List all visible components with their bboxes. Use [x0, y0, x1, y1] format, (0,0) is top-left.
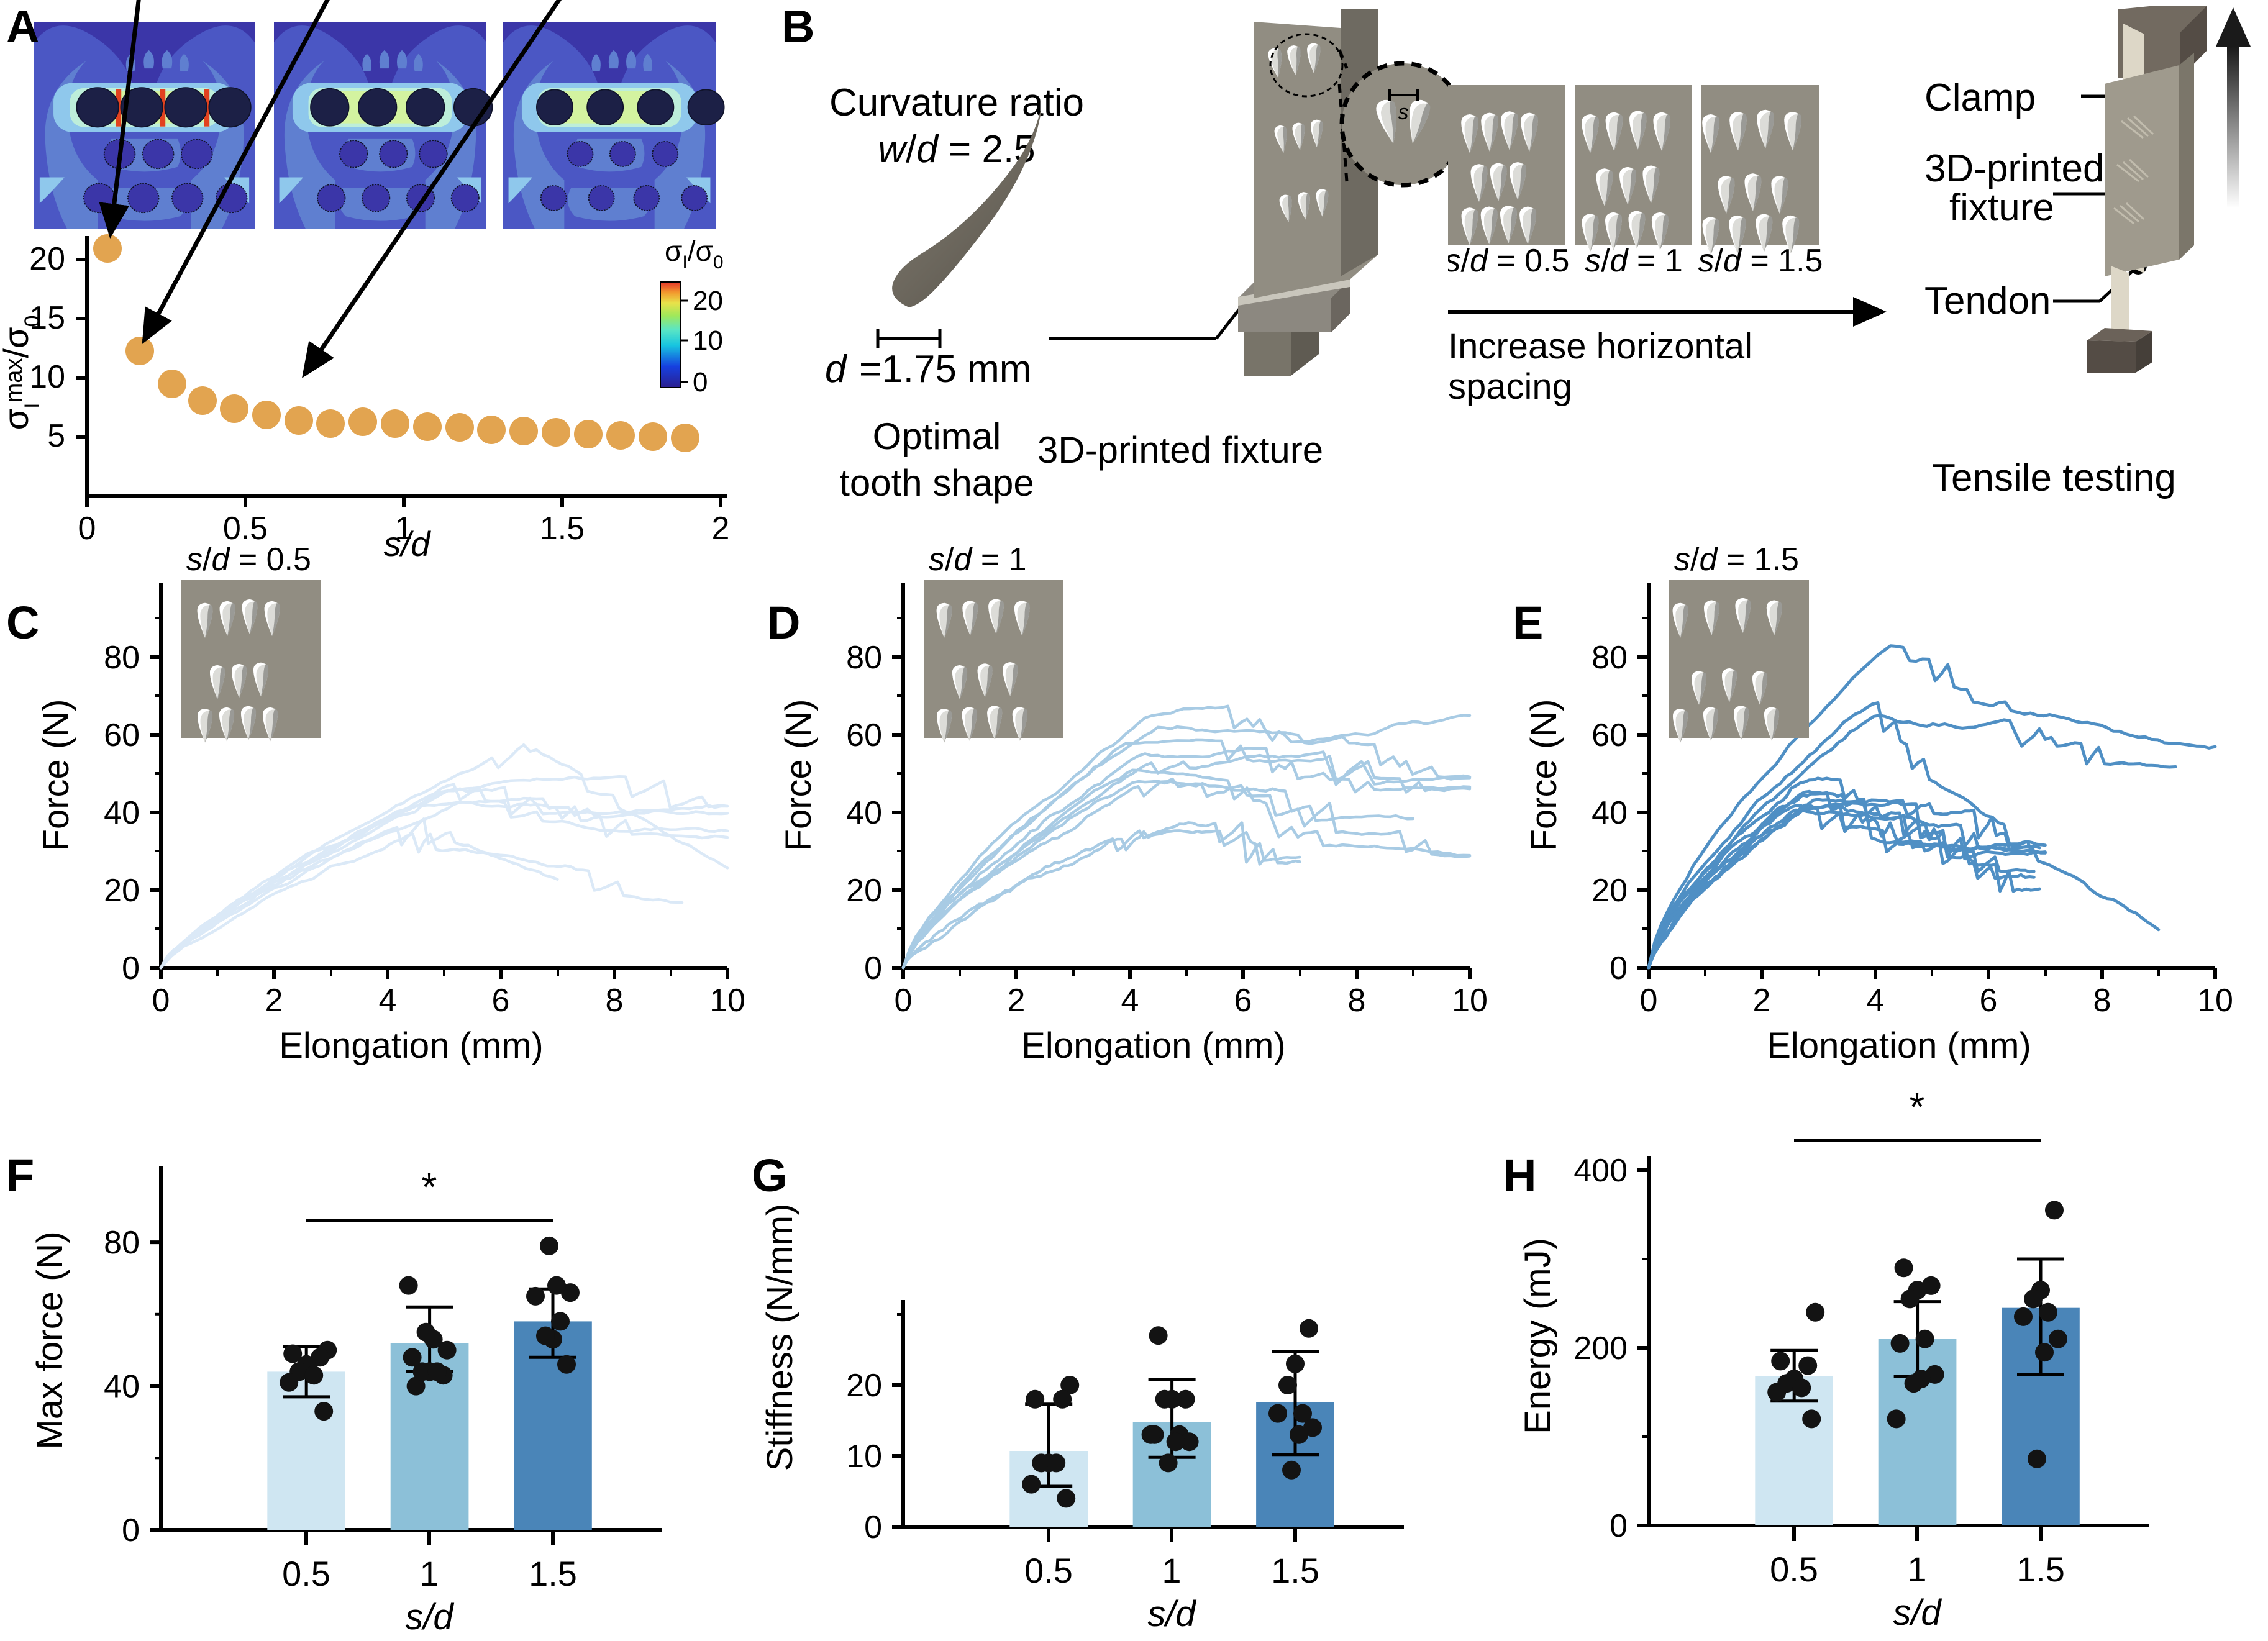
svg-text:s/d = 1.5: s/d = 1.5	[1674, 542, 1799, 578]
svg-text:σI/σ0: σI/σ0	[665, 235, 724, 273]
svg-text:s/d = 0.5: s/d = 0.5	[1448, 243, 1569, 279]
svg-text:Increase horizontal: Increase horizontal	[1448, 326, 1752, 366]
svg-text:Tensile testing: Tensile testing	[1932, 457, 2176, 499]
svg-text:spacing: spacing	[1448, 366, 1572, 407]
svg-text:20: 20	[29, 241, 65, 277]
svg-text:Energy (mJ): Energy (mJ)	[1518, 1238, 1558, 1434]
svg-text:s/d = 1.5: s/d = 1.5	[1698, 243, 1823, 279]
svg-text:Stiffness (N/mm): Stiffness (N/mm)	[760, 1204, 800, 1471]
svg-text:Tendon: Tendon	[1924, 280, 2051, 322]
svg-text:s: s	[1398, 101, 1409, 124]
svg-text:5: 5	[47, 418, 65, 454]
svg-text:3D-printed: 3D-printed	[1924, 147, 2104, 190]
svg-text:10: 10	[693, 325, 723, 356]
svg-text:=1.75 mm: =1.75 mm	[859, 348, 1031, 385]
svg-text:*: *	[1910, 1084, 1925, 1129]
svg-text:10: 10	[29, 359, 65, 395]
svg-text:Max force (N): Max force (N)	[30, 1231, 70, 1449]
svg-text:20: 20	[693, 286, 723, 316]
svg-text:0: 0	[693, 367, 708, 398]
svg-text:s/d = 1: s/d = 1	[929, 542, 1027, 578]
svg-text:s/d = 1: s/d = 1	[1585, 243, 1683, 279]
svg-text:s/d = 0.5: s/d = 0.5	[186, 542, 311, 578]
svg-text:fixture: fixture	[1949, 186, 2054, 229]
svg-text:Clamp: Clamp	[1924, 76, 2036, 119]
svg-text:d: d	[825, 348, 848, 385]
svg-text:*: *	[422, 1165, 437, 1209]
